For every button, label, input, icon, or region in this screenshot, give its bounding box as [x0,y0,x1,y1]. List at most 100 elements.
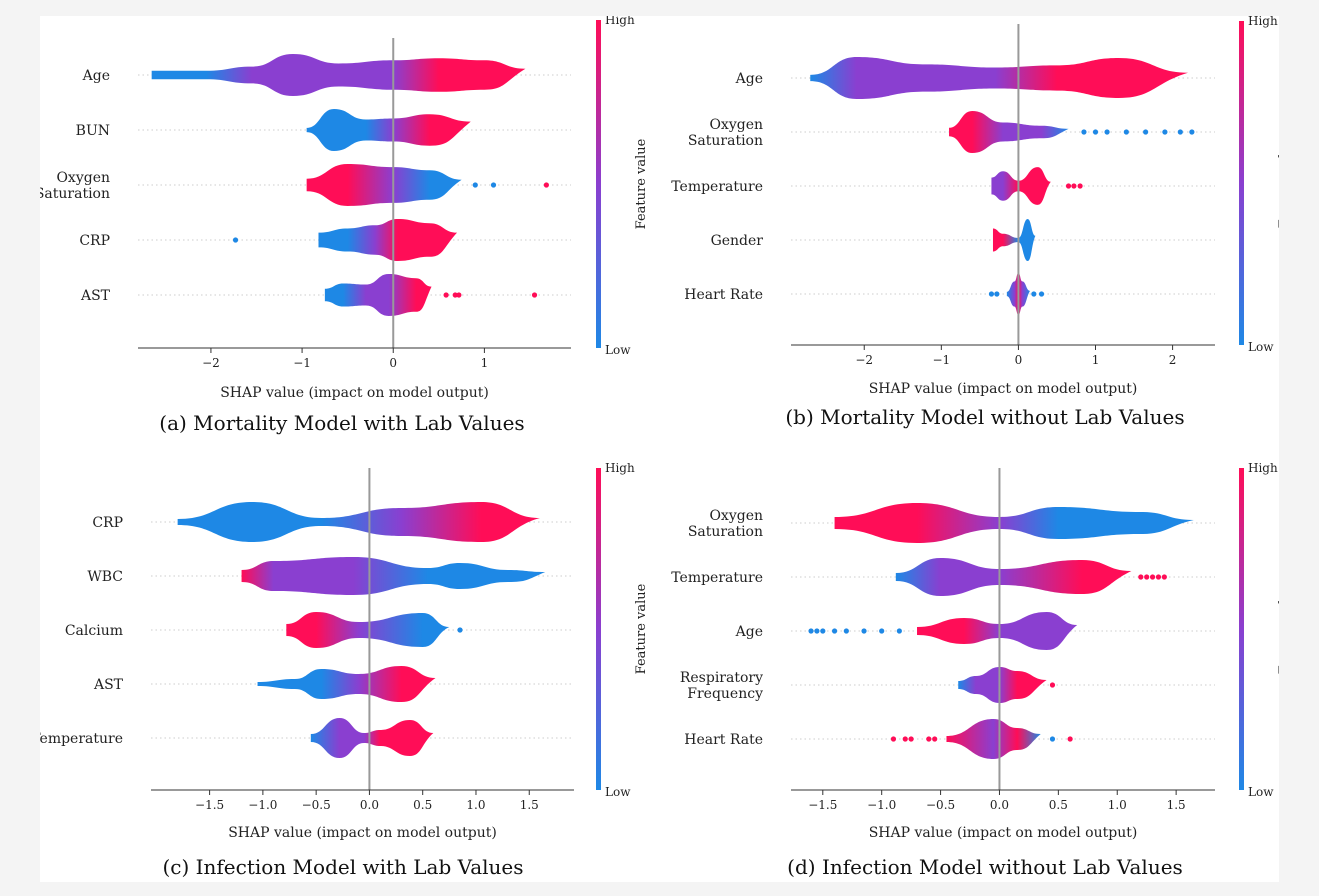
feature-label-line: Frequency [687,686,763,702]
outlier-dot [988,291,995,297]
outlier-dot [1049,736,1056,742]
feature-label: CRP [79,233,110,249]
outlier-dot [1155,574,1162,580]
outlier-dot [456,292,462,298]
feature-label-line: Temperature [671,179,763,195]
feature-label-line: Oxygen [709,508,763,524]
violin-shape [286,612,450,648]
outlier-dot [994,291,1000,297]
violin-shape [306,109,471,151]
feature-label-line: CRP [92,515,123,531]
outlier-dot [1077,183,1083,189]
panel-caption: (d) Infection Model without Lab Values [787,855,1183,879]
feature-label: Calcium [65,623,123,639]
feature-label-line: Oxygen [56,170,110,186]
x-tick-label: −1.0 [248,798,277,812]
feature-label: Oxygen Saturation [688,508,763,540]
x-tick-label: 1.5 [520,798,539,812]
feature-label: Age [82,68,110,84]
colorbar [596,468,601,790]
violin-shape [310,718,434,758]
outlier-dot [1092,129,1099,135]
feature-label-line: CRP [79,233,110,249]
colorbar [1239,21,1244,345]
violin-shape [834,503,1194,543]
feature-label: Oxygen Saturation [688,117,763,149]
outlier-dot [1031,291,1037,297]
violin-shape [257,666,436,702]
feature-label-line: AST [80,288,111,304]
feature-label-line: Saturation [40,186,110,202]
feature-label: Gender [711,233,764,249]
outlier-dot [1144,574,1150,580]
colorbar-high-label: High [605,16,635,27]
outlier-dot [1123,129,1129,135]
x-tick-label: 1.5 [1167,798,1186,812]
feature-label-line: BUN [76,123,110,139]
feature-label: Respiratory Frequency [680,670,763,702]
feature-label: CRP [92,515,123,531]
x-tick-label: 0.5 [413,798,432,812]
outlier-dot [1189,129,1195,135]
x-axis-label: SHAP value (impact on model output) [869,381,1138,397]
shap-panel-1: Age BUN Oxygen Saturation CRP AST −2 −1 0 1 SHAP v… [40,16,649,435]
x-tick-label: 0 [1015,353,1023,367]
outlier-dot [890,736,897,742]
x-tick-label: 0 [389,356,397,370]
feature-label: Heart Rate [684,732,763,748]
shap-panel-4: Oxygen Saturation Temperature Age Respirator… [671,461,1279,879]
panel-caption: (c) Infection Model with Lab Values [162,855,523,879]
outlier-dot [1065,183,1072,189]
panel-caption: (a) Mortality Model with Lab Values [159,411,524,435]
outlier-dot [1104,129,1110,135]
x-tick-label: 1 [481,356,489,370]
feature-label-line: Oxygen [709,117,763,133]
violin-shape [917,612,1078,650]
x-tick-label: −2 [202,356,220,370]
outlier-dot [843,628,849,634]
feature-label: Age [735,71,763,87]
x-axis-label: SHAP value (impact on model output) [220,385,489,401]
colorbar-title: Feature value [634,138,649,229]
feature-label: AST [80,288,111,304]
outlier-dot [808,628,814,634]
violin-shape [324,274,432,316]
violin-shape [992,219,1036,261]
outlier-dot [1071,183,1077,189]
feature-label-line: Saturation [688,133,763,149]
feature-label: WBC [87,569,123,585]
feature-label: BUN [76,123,110,139]
x-tick-label: 0.0 [360,798,379,812]
shap-panel-3: CRP WBC Calcium AST Temperature −1.5 −1.0 −0.5 0… [40,461,649,879]
x-tick-label: −1 [293,356,311,370]
shap-panel-2: Age Oxygen Saturation Temperature Gender Hear… [671,16,1279,429]
outlier-dot [932,736,938,742]
outlier-dot [896,628,902,634]
feature-label: Oxygen Saturation [40,170,110,202]
feature-label-line: Saturation [688,524,763,540]
feature-label-line: Age [735,71,763,87]
x-tick-label: −1 [932,353,950,367]
violin-shape [306,164,462,206]
outlier-dot [1081,129,1087,135]
feature-label: Temperature [671,179,763,195]
outlier-dot [926,736,932,742]
feature-label-line: Respiratory [680,670,763,686]
outlier-dot [1177,129,1183,135]
outlier-dot [543,182,549,188]
violin-shape [958,667,1047,703]
x-axis-label: SHAP value (impact on model output) [869,825,1138,841]
feature-label-line: Temperature [40,731,123,747]
x-tick-label: −0.5 [302,798,331,812]
feature-label-line: Calcium [65,623,123,639]
colorbar-title: Feature value [634,583,649,674]
feature-label: Age [735,624,763,640]
x-tick-label: 0.5 [1049,798,1068,812]
outlier-dot [1161,574,1167,580]
outlier-dot [831,628,838,634]
outlier-dot [1162,129,1168,135]
feature-label: Temperature [671,570,763,586]
outlier-dot [232,237,239,243]
outlier-dot [820,628,826,634]
